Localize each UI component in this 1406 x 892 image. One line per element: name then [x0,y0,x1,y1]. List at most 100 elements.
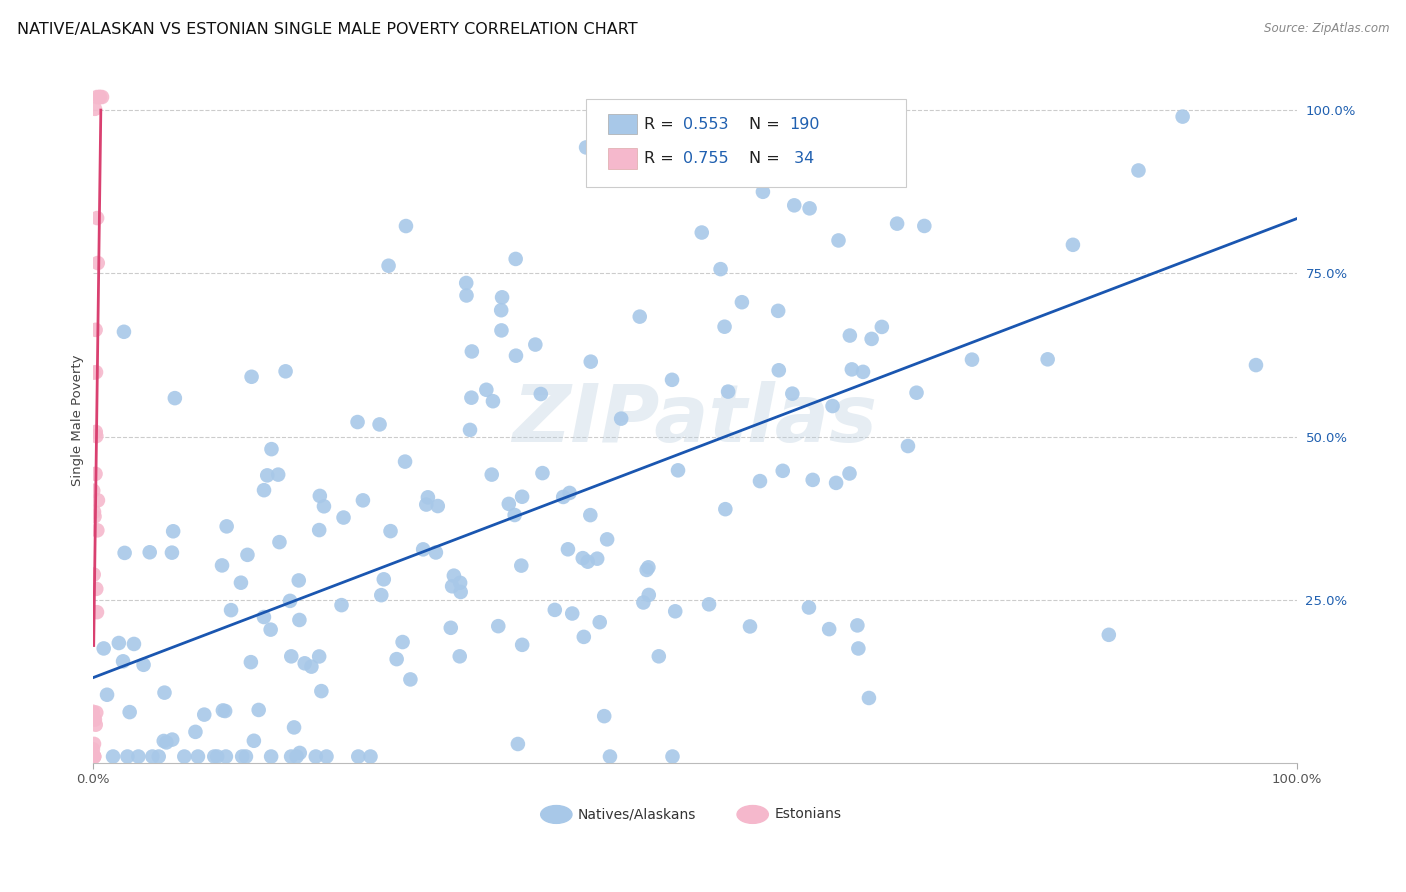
Point [1171,110,1194,124]
Point [84,467,107,481]
Point [280,649,302,664]
Point [163,391,186,405]
Point [544,603,567,617]
Point [742,110,765,124]
Point [235,749,257,764]
Point [456,288,478,302]
Text: 0.755: 0.755 [683,151,728,166]
Point [482,394,505,409]
Point [86,429,108,443]
Point [633,595,655,609]
Point [83,505,105,519]
Point [117,749,139,764]
Point [690,226,713,240]
Point [648,649,671,664]
Point [575,140,598,154]
Point [89,90,111,104]
Point [752,185,775,199]
Point [160,732,183,747]
Point [138,545,160,559]
Point [827,234,849,248]
Point [132,657,155,672]
Point [96,688,118,702]
Point [709,262,731,277]
Point [860,332,883,346]
Point [713,319,735,334]
Text: Source: ZipAtlas.com: Source: ZipAtlas.com [1264,22,1389,36]
Point [346,415,368,429]
Point [86,211,108,225]
Point [1244,358,1267,372]
Point [280,749,302,764]
Circle shape [541,805,572,823]
Text: 190: 190 [789,117,820,131]
Point [426,499,449,513]
Point [579,354,602,368]
Point [173,749,195,764]
Point [229,575,252,590]
Point [305,749,328,764]
Point [449,575,471,590]
Point [352,493,374,508]
Point [153,685,176,699]
Point [239,655,262,669]
Point [443,568,465,582]
Point [294,657,316,671]
Point [377,259,399,273]
Point [731,295,754,310]
Point [491,323,513,337]
Point [243,733,266,747]
Point [505,252,527,266]
Point [287,574,309,588]
Point [260,623,283,637]
Point [93,641,115,656]
Point [458,423,481,437]
Point [486,619,509,633]
Point [912,219,935,233]
Point [610,411,633,425]
Bar [609,148,637,169]
Point [370,588,392,602]
Point [391,635,413,649]
Point [524,337,547,351]
Text: R =: R = [644,151,679,166]
Point [664,604,686,618]
Point [498,497,520,511]
Point [628,310,651,324]
Point [586,551,609,566]
Point [783,198,806,212]
Point [714,502,737,516]
Point [661,373,683,387]
Point [412,542,434,557]
Point [86,605,108,619]
Point [219,603,242,617]
Point [460,391,482,405]
Point [231,749,253,764]
Point [253,610,276,624]
Point [122,637,145,651]
Point [1036,352,1059,367]
Point [162,524,184,539]
Point [825,475,848,490]
Text: N =: N = [749,151,785,166]
Point [82,483,104,498]
Point [82,749,104,764]
Point [112,654,135,668]
Point [489,303,512,318]
Point [360,749,382,764]
Text: 34: 34 [789,151,814,166]
Point [84,717,107,731]
Point [505,349,527,363]
Point [596,533,619,547]
Point [1098,628,1121,642]
Point [368,417,391,432]
Point [160,546,183,560]
Point [274,364,297,378]
Point [82,705,104,719]
Point [897,439,920,453]
Point [666,463,689,477]
Point [846,618,869,632]
Text: N =: N = [749,117,785,131]
Point [661,749,683,764]
Point [211,558,233,573]
